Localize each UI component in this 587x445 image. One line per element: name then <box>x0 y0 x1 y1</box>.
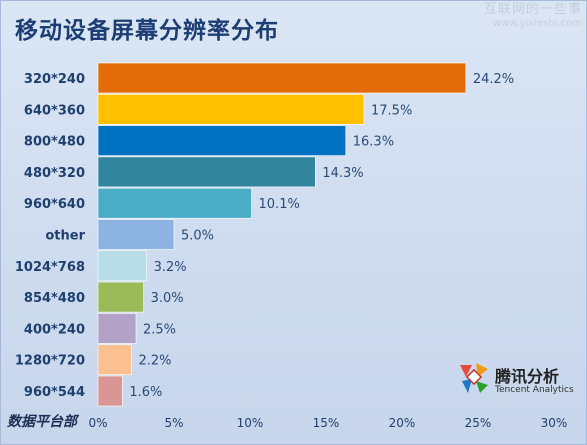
category-label: 800*480 <box>24 135 85 150</box>
bar-960*544 <box>97 375 123 407</box>
category-label: 400*240 <box>24 322 85 337</box>
value-label: 2.2% <box>138 354 171 369</box>
bar-other <box>97 219 175 250</box>
x-tick-label: 15% <box>313 416 340 430</box>
value-label: 14.3% <box>322 166 363 181</box>
category-label: 640*360 <box>24 103 85 118</box>
category-label: 854*480 <box>24 291 85 306</box>
x-tick-label: 30% <box>541 416 568 430</box>
value-label: 2.5% <box>143 322 176 337</box>
bar-800*480 <box>97 125 347 156</box>
value-label: 16.3% <box>353 135 394 150</box>
logo-mark-icon <box>460 363 488 393</box>
value-label: 1.6% <box>129 385 162 400</box>
footer-label: 数据平台部 <box>7 414 77 430</box>
logo-name-en: Tencent Analytics <box>495 385 574 395</box>
value-label: 24.2% <box>473 72 514 87</box>
bar-1024*768 <box>97 250 147 282</box>
category-label: 480*320 <box>24 166 85 181</box>
bar-480*320 <box>97 156 316 188</box>
value-label: 5.0% <box>181 229 214 244</box>
bar-854*480 <box>97 281 144 313</box>
bar-400*240 <box>97 313 137 344</box>
x-tick-label: 10% <box>237 416 264 430</box>
category-label: 960*640 <box>24 197 85 212</box>
category-label: other <box>45 229 85 244</box>
watermark-text: 互联网的一些事 <box>483 2 582 17</box>
tencent-analytics-logo: 腾讯分析 Tencent Analytics <box>458 361 578 401</box>
category-label: 320*240 <box>24 72 85 87</box>
value-label: 10.1% <box>259 197 300 212</box>
value-label: 3.0% <box>151 291 184 306</box>
bars-group <box>97 62 467 407</box>
bar-1280*720 <box>97 344 132 376</box>
value-labels-group: 24.2% 17.5% 16.3% 14.3% 10.1% 5.0% 3.2% 3.0% 2.5… <box>129 72 514 400</box>
x-axis-ticks-group: 0% 5% 10% 15% 20% 25% 30% <box>88 416 567 430</box>
category-label: 1280*720 <box>15 354 85 369</box>
bar-320*240 <box>97 62 467 94</box>
bar-960*640 <box>97 187 252 219</box>
watermark-url: www.yixieshi.com <box>492 18 582 29</box>
logo-name-cn: 腾讯分析 <box>495 367 560 386</box>
category-labels-group: 320*240 640*360 800*480 480*320 960*640 other… <box>15 72 86 400</box>
category-label: 960*544 <box>24 385 85 400</box>
x-tick-label: 5% <box>164 416 183 430</box>
chart-title: 移动设备屏幕分辨率分布 <box>15 18 279 44</box>
category-label: 1024*768 <box>15 260 85 275</box>
value-label: 3.2% <box>154 260 187 275</box>
x-tick-label: 25% <box>465 416 492 430</box>
bar-640*360 <box>97 94 365 125</box>
x-tick-label: 20% <box>389 416 416 430</box>
value-label: 17.5% <box>371 103 412 118</box>
x-tick-label: 0% <box>88 416 107 430</box>
watermark: 互联网的一些事 www.yixieshi.com <box>484 3 582 31</box>
